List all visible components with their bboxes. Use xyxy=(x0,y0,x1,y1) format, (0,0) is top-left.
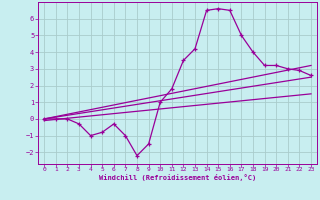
X-axis label: Windchill (Refroidissement éolien,°C): Windchill (Refroidissement éolien,°C) xyxy=(99,174,256,181)
